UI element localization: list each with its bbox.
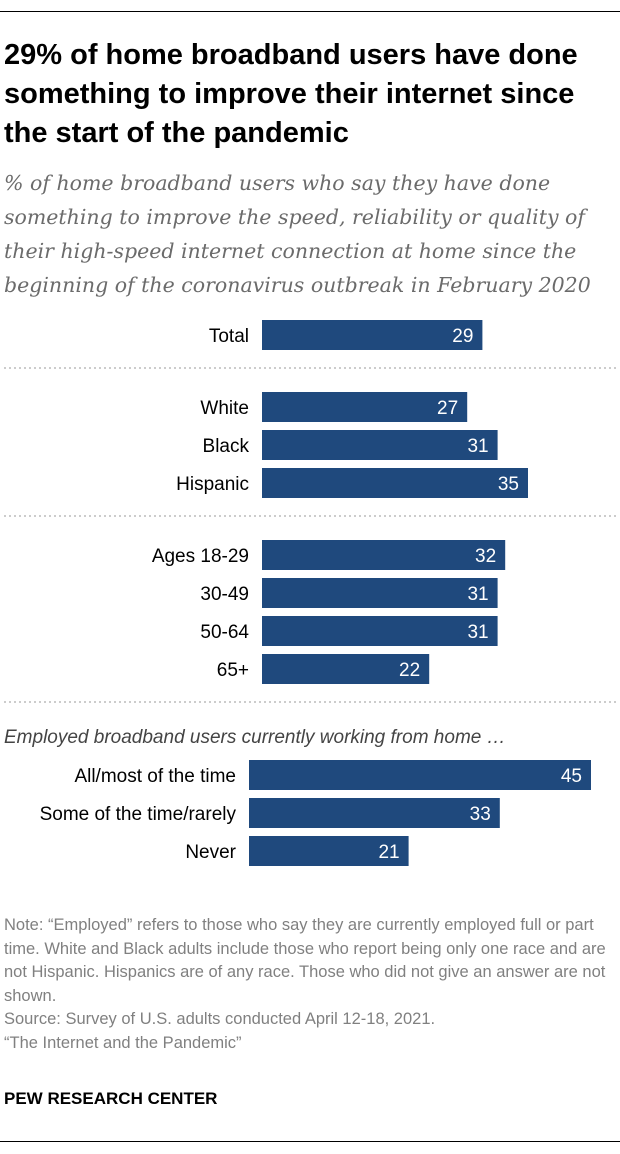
category-label: White: [200, 398, 249, 419]
category-label: All/most of the time: [74, 766, 236, 787]
group-label: Employed broadband users currently worki…: [4, 727, 506, 748]
report-title: “The Internet and the Pandemic”: [4, 1033, 242, 1052]
bar: [262, 430, 498, 460]
data-label: 22: [399, 660, 420, 681]
category-label: Never: [185, 842, 236, 863]
data-label: 29: [452, 326, 473, 347]
data-label: 33: [470, 804, 491, 825]
category-label: Black: [203, 436, 250, 457]
bar: [262, 616, 498, 646]
chart-title: 29% of home broadband users have done so…: [4, 39, 578, 149]
data-label: 45: [561, 766, 582, 787]
chart-subtitle: % of home broadband users who say they h…: [4, 171, 591, 297]
bar: [262, 468, 528, 498]
data-label: 31: [467, 622, 488, 643]
bar: [262, 320, 483, 350]
data-label: 31: [467, 584, 488, 605]
data-label: 27: [437, 398, 458, 419]
category-label: 30-49: [200, 584, 249, 605]
bar: [262, 654, 430, 684]
data-label: 31: [467, 436, 488, 457]
bar: [249, 836, 409, 866]
source-text: Source: Survey of U.S. adults conducted …: [4, 1010, 436, 1028]
data-label: 21: [378, 842, 399, 863]
chart-notes: Note: “Employed” refers to those who say…: [4, 914, 616, 1055]
note-text: Note: “Employed” refers to those who say…: [4, 916, 606, 1005]
data-label: 35: [498, 474, 519, 495]
bar: [262, 392, 468, 422]
category-label: Hispanic: [176, 474, 249, 495]
category-label: Total: [209, 326, 249, 347]
brand-logo-text: PEW RESEARCH CENTER: [4, 1089, 218, 1108]
top-rule: [0, 11, 620, 12]
category-label: 65+: [217, 660, 249, 681]
bar: [262, 578, 498, 608]
category-label: Ages 18-29: [152, 546, 249, 567]
bar: [249, 760, 591, 790]
bar: [249, 798, 500, 828]
category-label: 50-64: [200, 622, 249, 643]
category-label: Some of the time/rarely: [40, 804, 237, 825]
bottom-rule: [0, 1141, 620, 1142]
bar-chart: Total 29 White 27 Black 31 Hispanic 35 Ages 18-2…: [4, 320, 616, 866]
data-label: 32: [475, 546, 496, 567]
bar: [262, 540, 506, 570]
